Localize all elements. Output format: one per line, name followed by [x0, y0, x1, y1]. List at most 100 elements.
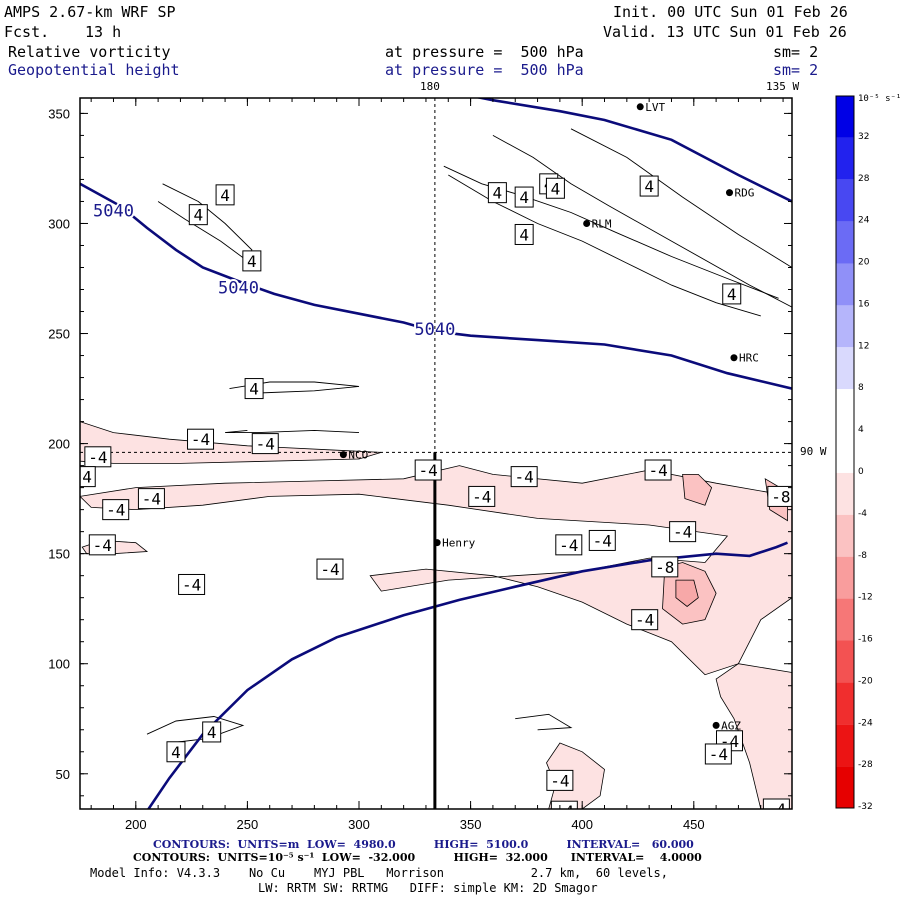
station-label: AGZ [721, 719, 741, 732]
vorticity-label: -4 [106, 501, 125, 520]
y-tick-label: 300 [48, 216, 70, 231]
x-tick-label: 400 [571, 817, 593, 832]
lon-label-180: 180 [420, 80, 440, 93]
init-time: Init. 00 UTC Sun 01 Feb 26 [613, 3, 848, 21]
vorticity-contour [448, 174, 761, 317]
vorticity-label-box [137, 488, 165, 510]
height-contour-5040 [80, 182, 792, 390]
station-label: RLM [592, 217, 612, 230]
field2-name: Geopotential height [8, 61, 180, 79]
vorticity-label: -4 [767, 800, 786, 819]
height-contour-label: 5040 [414, 320, 455, 340]
field2-smoothing: sm= 2 [773, 61, 819, 79]
vorticity-label-box [414, 459, 442, 481]
station-marker [636, 103, 644, 111]
vorticity-label-box [545, 177, 565, 199]
vorticity-label-box [316, 558, 344, 580]
vorticity-label-box [102, 499, 130, 521]
vorticity-label-box [510, 466, 538, 488]
vorticity-label: -4 [673, 523, 692, 542]
vorticity-label: -4 [648, 461, 667, 480]
vorticity-label-box [514, 223, 534, 245]
vorticity-label: 4 [207, 723, 217, 742]
vorticity-label-box [84, 446, 112, 468]
vorticity-label-box [762, 798, 790, 809]
vorticity-label-box [487, 182, 507, 204]
field1-level: at pressure = 500 hPa [385, 43, 584, 61]
vorticity-label: -4 [256, 435, 275, 454]
vorticity-label: -4 [93, 536, 112, 555]
station-marker [583, 219, 591, 227]
vorticity-label: -4 [515, 468, 534, 487]
negative-vorticity-area [675, 579, 699, 608]
vorticity-label: 4 [727, 285, 737, 304]
vorticity-label: -4 [182, 575, 201, 594]
vorticity-label: 4 [247, 252, 257, 271]
negative-vorticity-area [715, 663, 792, 809]
vorticity-label: -4 [142, 490, 161, 509]
station-label: RDG [735, 187, 755, 200]
vorticity-label-box [188, 204, 208, 226]
vorticity-label: -4 [472, 487, 491, 506]
station-label: LVT [645, 101, 665, 114]
vorticity-contour [146, 716, 245, 744]
vorticity-label: -4 [555, 802, 574, 821]
field2-level: at pressure = 500 hPa [385, 61, 584, 79]
y-tick-label: 50 [56, 767, 70, 782]
y-tick-label: 200 [48, 437, 70, 452]
vorticity-label-box [550, 800, 578, 809]
vorticity-label-box [546, 769, 574, 791]
vorticity-label: 4 [551, 179, 561, 198]
vorticity-contour [492, 135, 792, 308]
vorticity-contour [570, 128, 792, 268]
field1-name: Relative vorticity [8, 43, 171, 61]
vorticity-label: 4 [644, 177, 654, 196]
vorticity-label: 4 [171, 743, 181, 762]
station-marker [712, 721, 720, 729]
height-contour-5040 [475, 98, 792, 203]
vorticity-label-box [215, 184, 235, 206]
vorticity-label-box [187, 428, 215, 450]
x-tick-label: 250 [237, 817, 259, 832]
vorticity-label-box [588, 529, 616, 551]
field1-smoothing: sm= 2 [773, 43, 819, 61]
height-contour-5040 [146, 541, 788, 809]
vorticity-label-box [244, 378, 264, 400]
vorticity-label: 4 [220, 186, 230, 205]
x-tick-label: 450 [683, 817, 705, 832]
station-label: NCO [348, 449, 368, 462]
height-contour-label: 5040 [93, 201, 134, 221]
x-tick-label: 350 [460, 817, 482, 832]
vorticity-label-box [767, 485, 792, 507]
y-tick-label: 150 [48, 547, 70, 562]
vorticity-contour [225, 429, 360, 434]
plot-area: 50405040504044444444444-4-4-4-4-4-4-4-4-… [73, 98, 792, 821]
vorticity-label: 4 [493, 184, 503, 203]
station-marker [726, 189, 734, 197]
station-marker [433, 539, 441, 547]
vorticity-label: -4 [73, 468, 92, 487]
vorticity-label: -4 [419, 461, 438, 480]
vorticity-label-box [178, 573, 206, 595]
footer-vorticity-contours: CONTOURS: UNITS=10⁻⁵ s⁻¹ LOW= -32.000 HI… [133, 851, 702, 864]
vorticity-label-box [644, 459, 672, 481]
plot-frame [79, 97, 793, 810]
vorticity-label-box [639, 175, 659, 197]
station-marker [730, 354, 738, 362]
vorticity-label: -4 [550, 771, 569, 790]
vorticity-label-box [468, 485, 496, 507]
vorticity-label: 4 [249, 380, 259, 399]
vorticity-label: -4 [709, 745, 728, 764]
valid-time: Valid. 13 UTC Sun 01 Feb 26 [603, 23, 847, 41]
vorticity-label: 4 [519, 225, 529, 244]
vorticity-label: 4 [519, 188, 529, 207]
height-contour-label: 5040 [218, 278, 259, 298]
vorticity-label-box [555, 534, 583, 556]
x-tick-label: 200 [125, 817, 147, 832]
vorticity-label: -8 [655, 558, 674, 577]
x-tick-label: 300 [348, 817, 370, 832]
vorticity-label-box [251, 433, 279, 455]
vorticity-label: -4 [559, 536, 578, 555]
y-tick-label: 350 [48, 106, 70, 121]
